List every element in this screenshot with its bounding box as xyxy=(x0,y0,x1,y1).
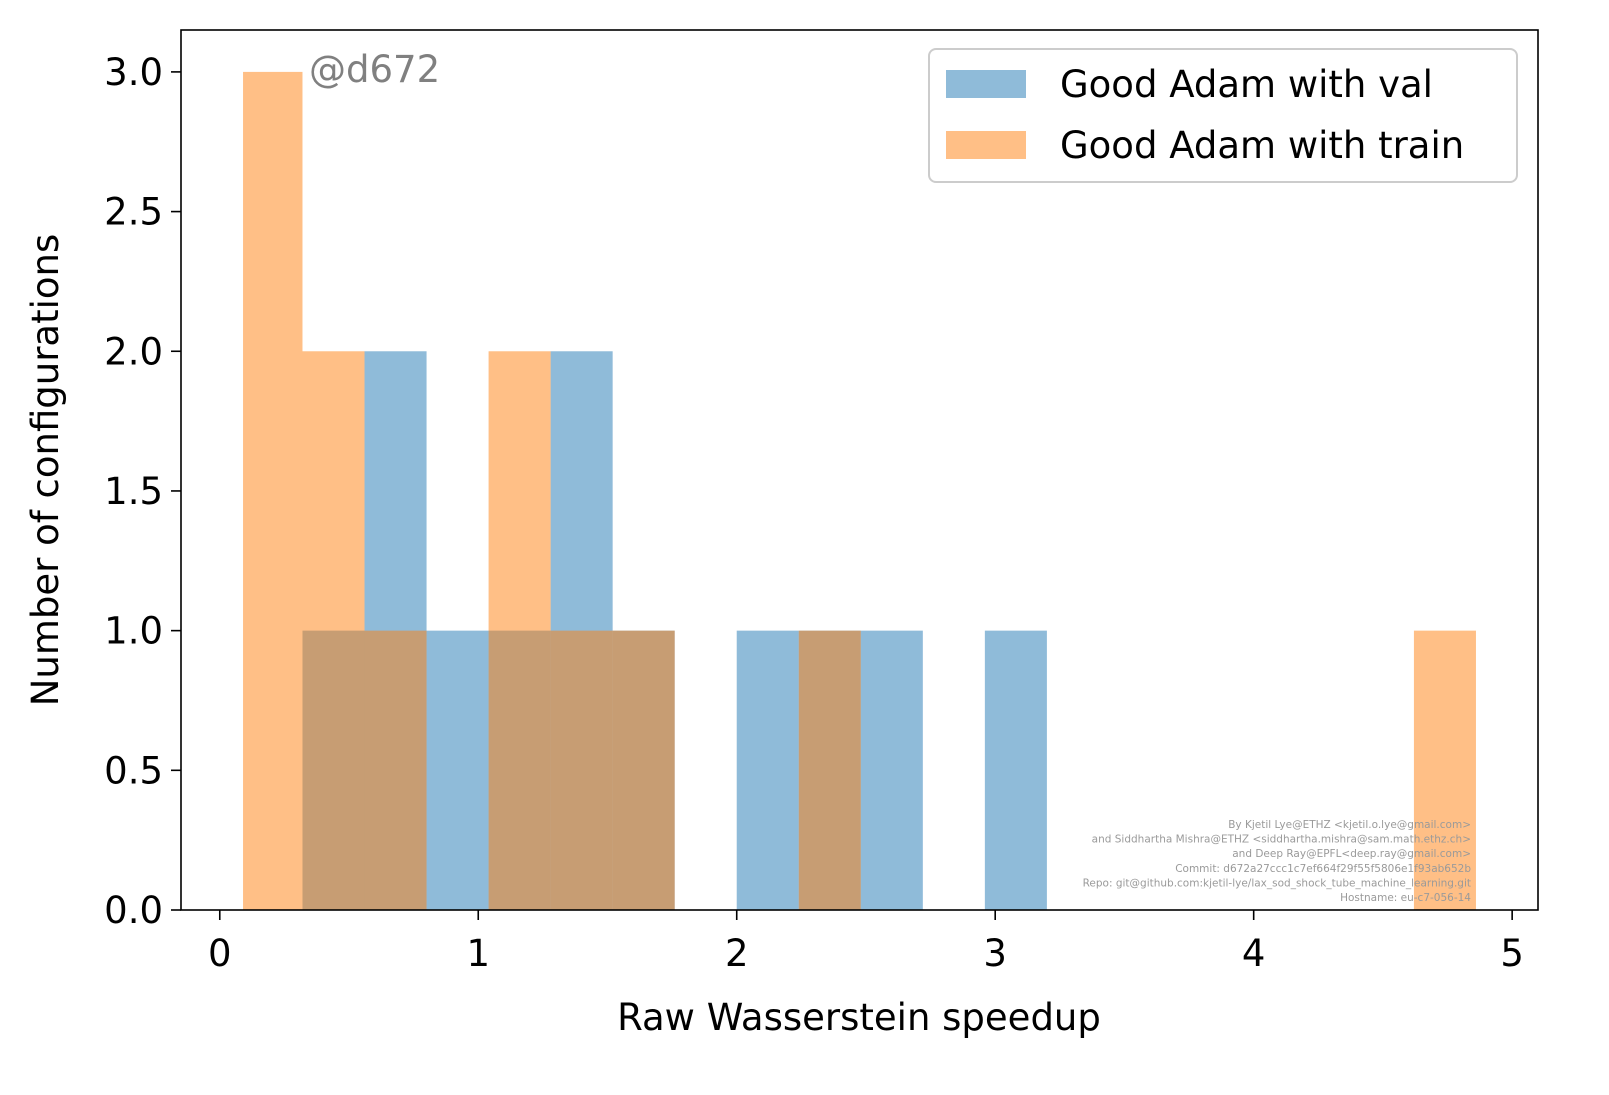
bar-series1-bin3 xyxy=(488,351,551,910)
bar-series0-bin6 xyxy=(736,630,799,910)
bar-series0-bin9 xyxy=(984,630,1047,910)
plot-frame xyxy=(180,29,1539,911)
watermark-line: and Siddhartha Mishra@ETHZ <siddhartha.m… xyxy=(1092,834,1471,846)
watermark-line: Commit: d672a27ccc1c7ef664f29f55f5806e1f… xyxy=(1175,863,1471,875)
watermark-line: Hostname: eu-c7-056-14 xyxy=(1340,892,1471,904)
y-axis-ticks: 0.0 0.5 1.0 1.5 2.0 2.5 3.0 xyxy=(104,51,181,932)
y-tick-label: 2.5 xyxy=(104,191,163,234)
bar-series1-bin5 xyxy=(612,630,675,910)
x-axis-ticks: 0 1 2 3 4 5 xyxy=(208,910,1524,975)
legend-swatch-val xyxy=(946,70,1026,98)
watermark-line: Repo: git@github.com:kjetil-lye/lax_sod_… xyxy=(1083,877,1471,889)
y-tick-label: 0.0 xyxy=(104,889,163,932)
x-tick-label: 0 xyxy=(208,932,232,975)
author-watermark: By Kjetil Lye@ETHZ <kjetil.o.lye@gmail.c… xyxy=(1083,819,1472,904)
commit-annotation: @d672 xyxy=(309,48,440,91)
y-axis-label: Number of configurations xyxy=(24,234,67,707)
bar-series1-bin1 xyxy=(302,351,365,910)
x-tick-label: 2 xyxy=(725,932,749,975)
y-tick-label: 2.0 xyxy=(104,330,163,373)
bar-series1-bin0 xyxy=(243,71,303,910)
y-tick-label: 1.5 xyxy=(104,470,163,513)
legend-label-val: Good Adam with val xyxy=(1060,63,1433,106)
x-axis-label: Raw Wasserstein speedup xyxy=(617,996,1101,1039)
x-tick-label: 5 xyxy=(1500,932,1524,975)
y-tick-label: 0.5 xyxy=(104,749,163,792)
y-tick-label: 3.0 xyxy=(104,51,163,94)
bars-layer xyxy=(243,71,1476,910)
bar-series0-bin8 xyxy=(860,630,923,910)
legend-frame xyxy=(928,48,1518,183)
bar-series1-bin7 xyxy=(1413,630,1476,910)
legend: Good Adam with val Good Adam with train xyxy=(928,48,1518,183)
bar-series1-bin2 xyxy=(364,630,427,910)
bar-series0-bin2 xyxy=(426,630,489,910)
watermark-line: and Deep Ray@EPFL<deep.ray@gmail.com> xyxy=(1232,848,1471,860)
bar-series1-bin6 xyxy=(798,630,861,910)
y-tick-label: 1.0 xyxy=(104,610,163,653)
bar-series1-bin4 xyxy=(550,630,613,910)
legend-swatch-train xyxy=(946,131,1026,159)
legend-label-train: Good Adam with train xyxy=(1060,124,1464,167)
watermark-line: By Kjetil Lye@ETHZ <kjetil.o.lye@gmail.c… xyxy=(1228,819,1471,831)
x-tick-label: 4 xyxy=(1242,932,1266,975)
x-tick-label: 1 xyxy=(466,932,490,975)
x-tick-label: 3 xyxy=(983,932,1007,975)
